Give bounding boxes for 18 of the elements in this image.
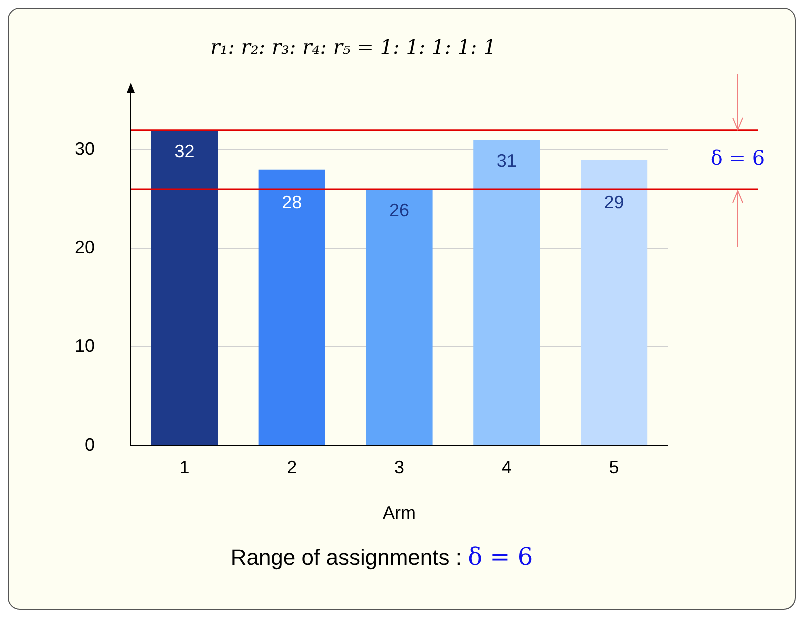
text: Range of assignments : δ = 6	[230, 543, 534, 571]
y-tick-label: 30	[74, 139, 96, 160]
chart-title: r₁: r₂: r₃: r₄: r₅ = 1: 1: 1: 1: 1	[210, 35, 496, 60]
data-label: 31	[496, 151, 517, 172]
data-label: 26	[389, 200, 410, 221]
y-tick-label: 0	[85, 434, 96, 455]
text: δ = 6	[710, 146, 766, 170]
y-tick-label: 20	[74, 238, 96, 258]
data-label: 29	[604, 192, 624, 213]
x-tick-label: 3	[394, 458, 405, 478]
x-axis-title: Arm	[383, 503, 416, 524]
y-tick-label: 10	[74, 336, 96, 356]
x-tick-label: 2	[287, 458, 298, 478]
x-tick-label: 1	[180, 458, 190, 478]
x-tick-label: 4	[502, 458, 512, 478]
data-label: 32	[174, 141, 195, 162]
data-label: 28	[282, 192, 302, 213]
x-tick-label: 5	[609, 458, 620, 478]
